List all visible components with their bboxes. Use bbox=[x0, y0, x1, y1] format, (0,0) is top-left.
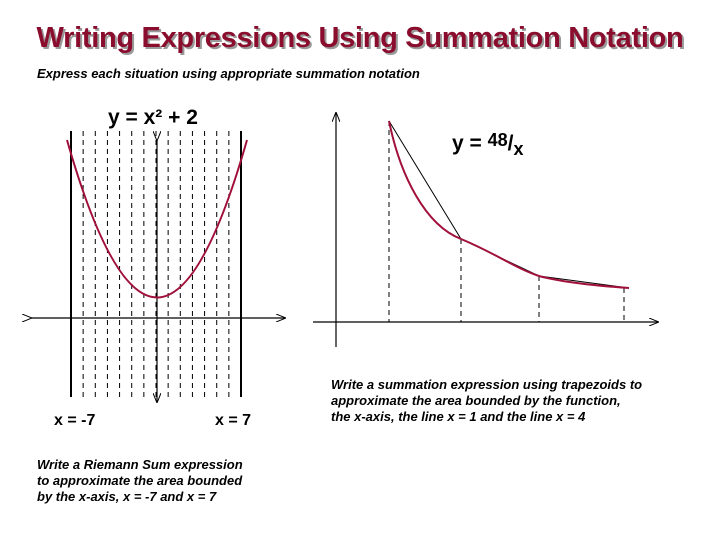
left-bound-label: x = -7 bbox=[54, 412, 96, 429]
trapezoid-instructions-line: the x-axis, the line x = 1 and the line … bbox=[331, 409, 586, 424]
riemann-instructions-line: Write a Riemann Sum expression bbox=[37, 457, 243, 472]
trapezoid-instructions-line: approximate the area bounded by the func… bbox=[331, 393, 621, 408]
riemann-instructions-line: by the x-axis, x = -7 and x = 7 bbox=[37, 489, 217, 504]
right-equation-slash: / bbox=[507, 132, 514, 155]
reciprocal-curve bbox=[388, 120, 630, 289]
parabola-curve bbox=[66, 139, 248, 299]
slide-subtitle: Express each situation using appropriate… bbox=[37, 66, 420, 81]
right-equation-numerator: 48 bbox=[487, 130, 508, 150]
riemann-instructions-line: to approximate the area bounded bbox=[37, 473, 243, 488]
slide-title: Writing Expressions Using Summation Nota… bbox=[36, 22, 684, 54]
right-equation: y = 48/x bbox=[452, 130, 524, 160]
right-bound-label: x = 7 bbox=[215, 412, 252, 429]
right-figure bbox=[313, 113, 658, 347]
right-equation-prefix: y = bbox=[452, 132, 482, 155]
left-figure bbox=[31, 131, 285, 402]
trapezoid-instructions: Write a summation expression using trape… bbox=[331, 377, 642, 425]
riemann-partition-lines bbox=[82, 131, 230, 397]
trapezoid-instructions-line: Write a summation expression using trape… bbox=[331, 377, 643, 392]
left-equation: y = x² + 2 bbox=[108, 106, 198, 129]
right-equation-denominator: x bbox=[513, 139, 524, 159]
riemann-instructions: Write a Riemann Sum expression to approx… bbox=[37, 457, 243, 505]
